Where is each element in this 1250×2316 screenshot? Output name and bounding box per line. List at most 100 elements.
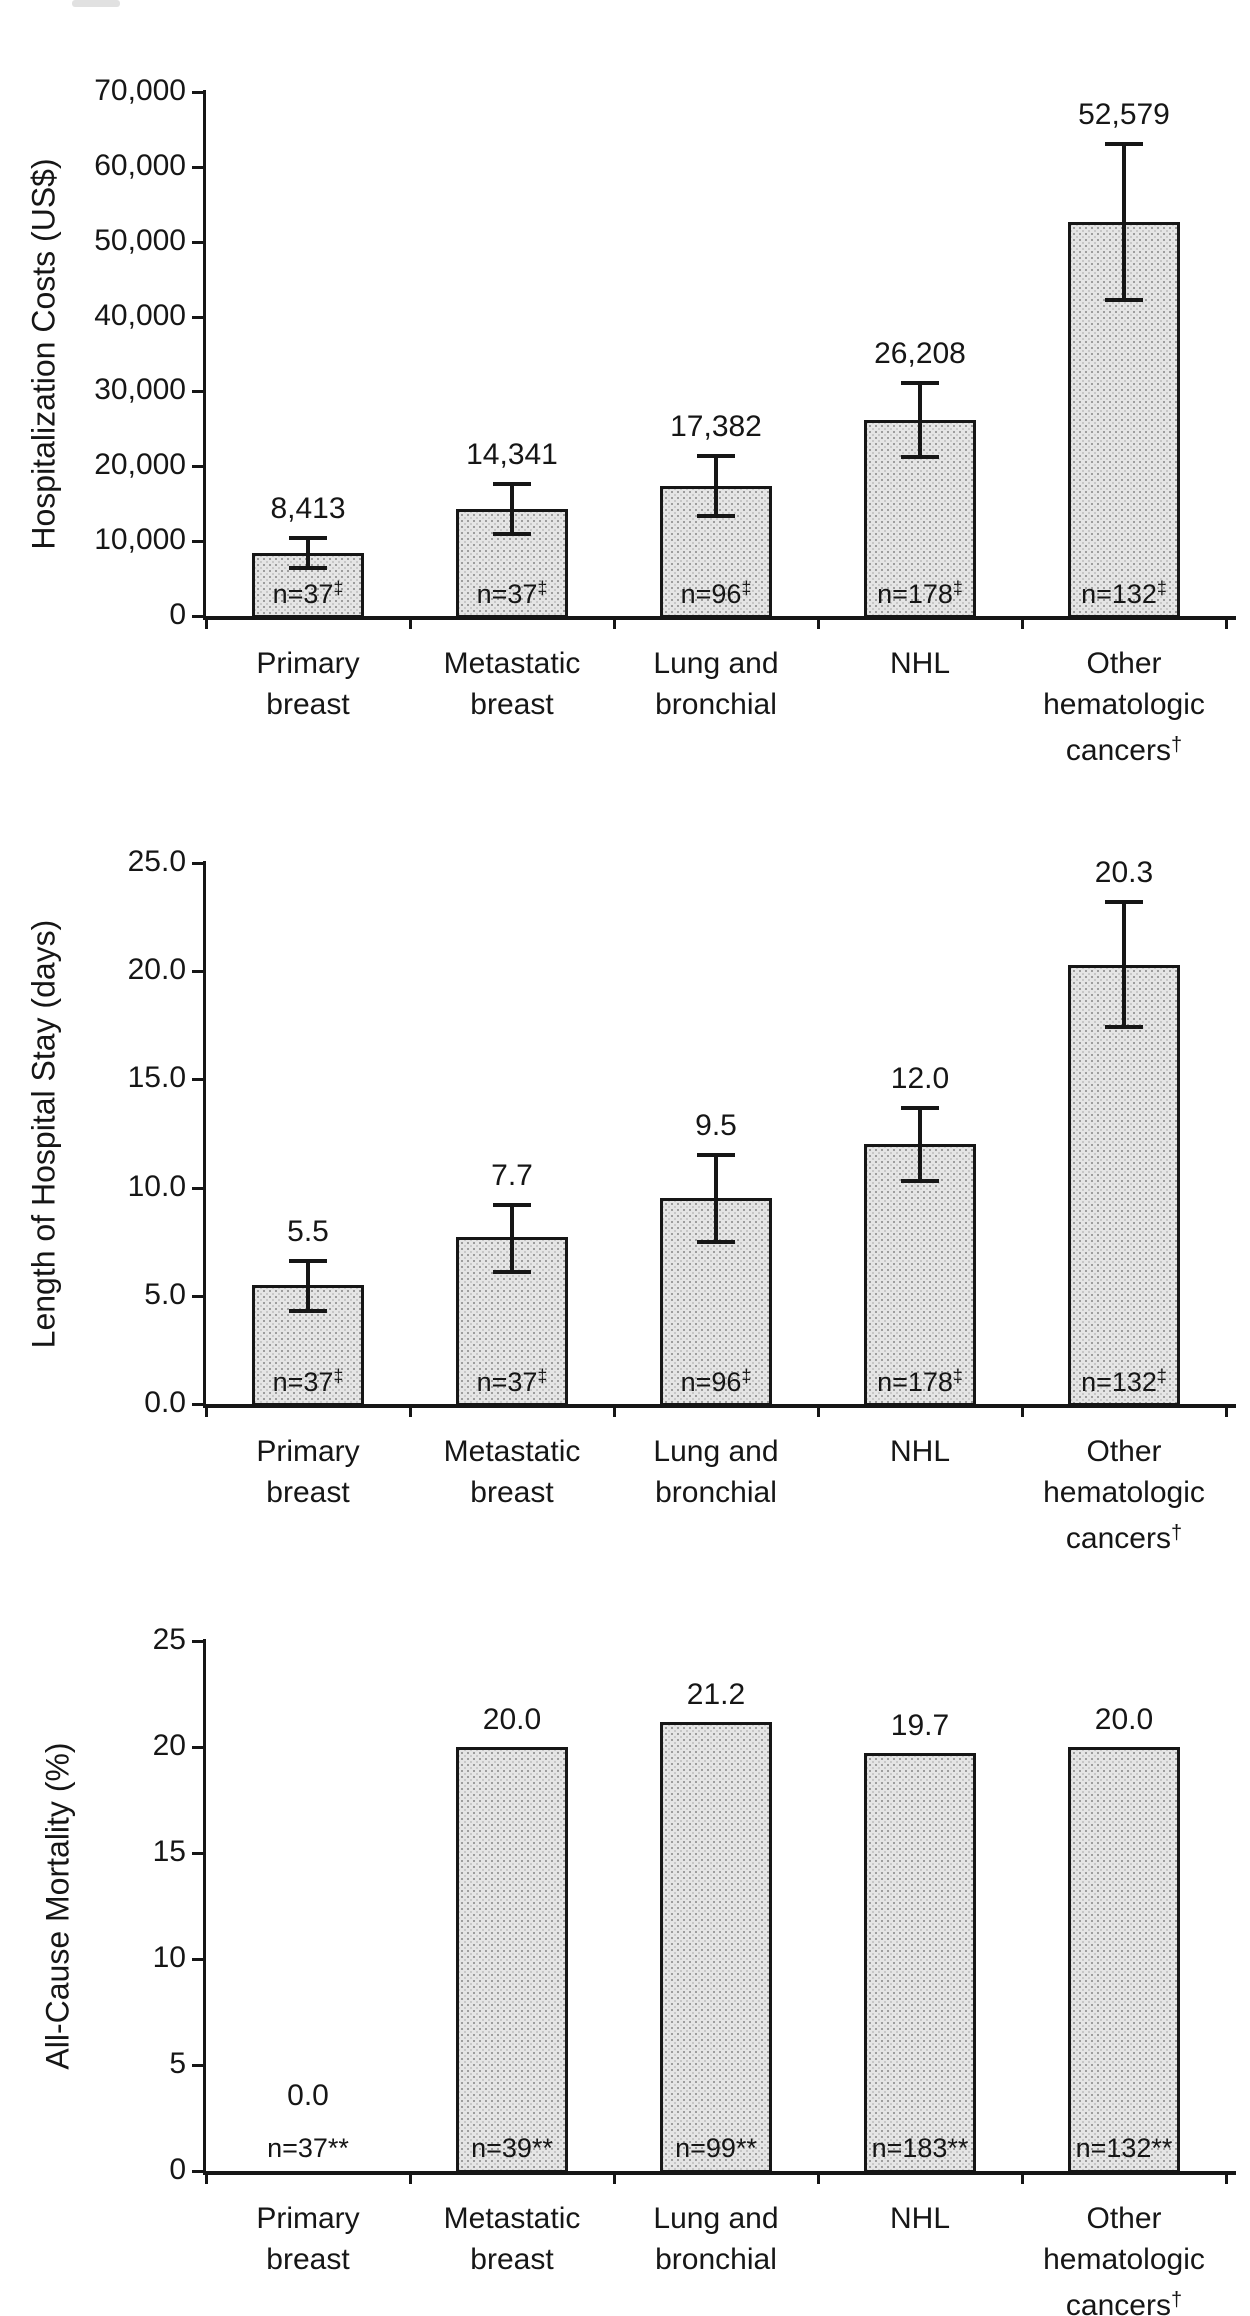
y-tick-label: 30,000 xyxy=(94,373,186,407)
y-tick-label: 0 xyxy=(169,2153,186,2186)
x-axis xyxy=(203,616,1236,620)
error-bar xyxy=(918,383,922,457)
n-label-text: n=37 xyxy=(267,2133,328,2163)
y-axis xyxy=(203,90,206,620)
value-label: 12.0 xyxy=(890,1061,950,1095)
value-label: 21.2 xyxy=(686,1677,746,1711)
category-label-text: NHL xyxy=(889,647,950,680)
category-label-text: breast xyxy=(266,2243,350,2276)
y-tick xyxy=(192,1852,203,1855)
error-bar-cap-bottom xyxy=(901,1179,939,1184)
category-label-text: Lung and xyxy=(653,2202,779,2235)
category-label-line: breast xyxy=(397,2239,627,2280)
bar xyxy=(1068,964,1180,1406)
error-bar xyxy=(1122,901,1126,1028)
n-label-text: n=37 xyxy=(272,579,334,609)
y-tick xyxy=(192,615,203,618)
category-label-text: Other xyxy=(1086,647,1162,680)
y-tick xyxy=(192,465,203,469)
error-bar-cap-bottom xyxy=(697,1239,735,1244)
n-label: n=132‡ xyxy=(1034,1366,1214,1398)
error-bar-cap-bottom xyxy=(289,1308,327,1313)
y-tick-label: 70,000 xyxy=(94,74,186,107)
n-label-text: n=132 xyxy=(1081,1367,1157,1397)
y-tick xyxy=(192,540,203,544)
bar xyxy=(252,553,364,618)
error-bar xyxy=(306,538,310,569)
n-label-symbol: ‡ xyxy=(537,578,548,598)
category-label-text: hematologic xyxy=(1043,2243,1205,2276)
category-label-text: Metastatic xyxy=(443,647,581,680)
x-tick xyxy=(409,2175,412,2184)
error-bar xyxy=(918,1107,922,1182)
x-tick xyxy=(613,620,616,629)
value-label: 5.5 xyxy=(287,1215,329,1249)
x-tick xyxy=(817,1408,820,1417)
y-tick-label: 0.0 xyxy=(144,1386,186,1419)
error-bar-cap-bottom xyxy=(697,513,735,518)
n-label: n=37‡ xyxy=(422,1366,602,1398)
n-label: n=96‡ xyxy=(626,578,806,610)
bar xyxy=(660,1198,772,1406)
n-label-symbol: ‡ xyxy=(952,1366,963,1386)
n-label-symbol: ‡ xyxy=(537,1366,548,1386)
x-tick xyxy=(1225,2175,1228,2184)
n-label-symbol: ** xyxy=(327,2133,349,2163)
category-label: Metastatic breast xyxy=(397,643,627,725)
n-label-text: n=39 xyxy=(471,2133,532,2163)
category-label: Primary breast xyxy=(193,1431,423,1513)
category-label-line: Primary xyxy=(193,643,423,684)
y-axis-title: All-Cause Mortality (%) xyxy=(39,1742,76,2070)
y-tick xyxy=(192,2170,203,2173)
n-label-symbol: ‡ xyxy=(333,1366,344,1386)
error-bar-cap-bottom xyxy=(493,531,531,536)
x-tick xyxy=(1021,620,1024,629)
category-label-text: cancers xyxy=(1065,2289,1171,2316)
value-label: 8,413 xyxy=(270,492,346,526)
n-label-text: n=96 xyxy=(680,579,742,609)
error-bar-cap-top xyxy=(493,481,531,486)
category-label-line: bronchial xyxy=(601,2239,831,2280)
category-label-text: Metastatic xyxy=(443,2202,581,2235)
y-tick-label: 20 xyxy=(152,1729,186,1762)
n-label: n=99** xyxy=(626,2133,806,2164)
error-bar xyxy=(714,455,718,516)
y-axis-title: Hospitalization Costs (US$) xyxy=(25,158,62,550)
category-label: Other hematologic cancers† xyxy=(1009,643,1239,771)
x-axis xyxy=(203,2171,1236,2175)
category-label: NHL xyxy=(805,1431,1035,1472)
n-label: n=39** xyxy=(422,2133,602,2164)
category-label: Metastatic breast xyxy=(397,2198,627,2280)
category-label-text: Metastatic xyxy=(443,1435,581,1468)
n-label: n=178‡ xyxy=(830,1366,1010,1398)
n-label-text: n=99 xyxy=(675,2133,736,2163)
n-label-symbol: ‡ xyxy=(333,578,344,598)
category-label-text: bronchial xyxy=(655,688,777,721)
value-label: 26,208 xyxy=(874,337,966,371)
y-axis xyxy=(203,1639,206,2175)
category-label-text: breast xyxy=(266,1476,350,1509)
y-tick xyxy=(192,1640,203,1643)
error-bar xyxy=(510,483,514,534)
category-label-line: breast xyxy=(397,1472,627,1513)
y-tick-label: 10 xyxy=(152,1941,186,1974)
category-label: Metastatic breast xyxy=(397,1431,627,1513)
n-label-symbol: ** xyxy=(1151,2133,1173,2163)
bar xyxy=(456,508,568,618)
category-label: Lung and bronchial xyxy=(601,2198,831,2280)
n-label-symbol: ** xyxy=(735,2133,757,2163)
x-tick xyxy=(1225,1408,1228,1417)
x-tick xyxy=(205,2175,208,2184)
value-label: 20.3 xyxy=(1094,855,1154,889)
error-bar-cap-bottom xyxy=(901,454,939,459)
category-label-text: Other xyxy=(1086,1435,1162,1468)
n-label: n=37‡ xyxy=(422,578,602,610)
error-bar xyxy=(714,1155,718,1242)
y-tick xyxy=(192,1078,203,1082)
y-tick xyxy=(192,1746,203,1749)
category-label-line: Lung and xyxy=(601,1431,831,1472)
n-label-text: n=96 xyxy=(680,1367,742,1397)
category-label: Lung and bronchial xyxy=(601,1431,831,1513)
y-tick-label: 10,000 xyxy=(94,523,186,557)
